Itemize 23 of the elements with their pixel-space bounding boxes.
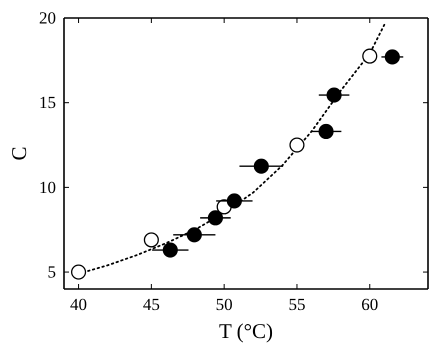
y-tick-label: 5 bbox=[48, 262, 56, 282]
x-tick-label: 45 bbox=[142, 295, 160, 314]
point bbox=[162, 242, 178, 258]
x-tick-label: 40 bbox=[70, 295, 88, 314]
point bbox=[208, 210, 223, 226]
y-tick-label: 10 bbox=[39, 178, 56, 197]
point bbox=[186, 227, 202, 242]
point bbox=[326, 88, 342, 103]
point bbox=[254, 158, 269, 174]
x-tick-label: 50 bbox=[216, 295, 233, 314]
point bbox=[362, 48, 378, 64]
x-axis-title: T (°C) bbox=[218, 319, 274, 343]
point bbox=[318, 124, 334, 140]
point bbox=[226, 193, 242, 208]
point bbox=[289, 137, 305, 153]
y-tick-label: 15 bbox=[39, 93, 56, 112]
y-tick-label: 20 bbox=[39, 8, 56, 28]
point bbox=[144, 232, 159, 248]
x-tick-label: 55 bbox=[288, 295, 306, 314]
point bbox=[384, 49, 400, 65]
point bbox=[71, 264, 86, 280]
y-axis-title: C bbox=[7, 146, 31, 161]
x-tick-label: 60 bbox=[361, 295, 378, 314]
